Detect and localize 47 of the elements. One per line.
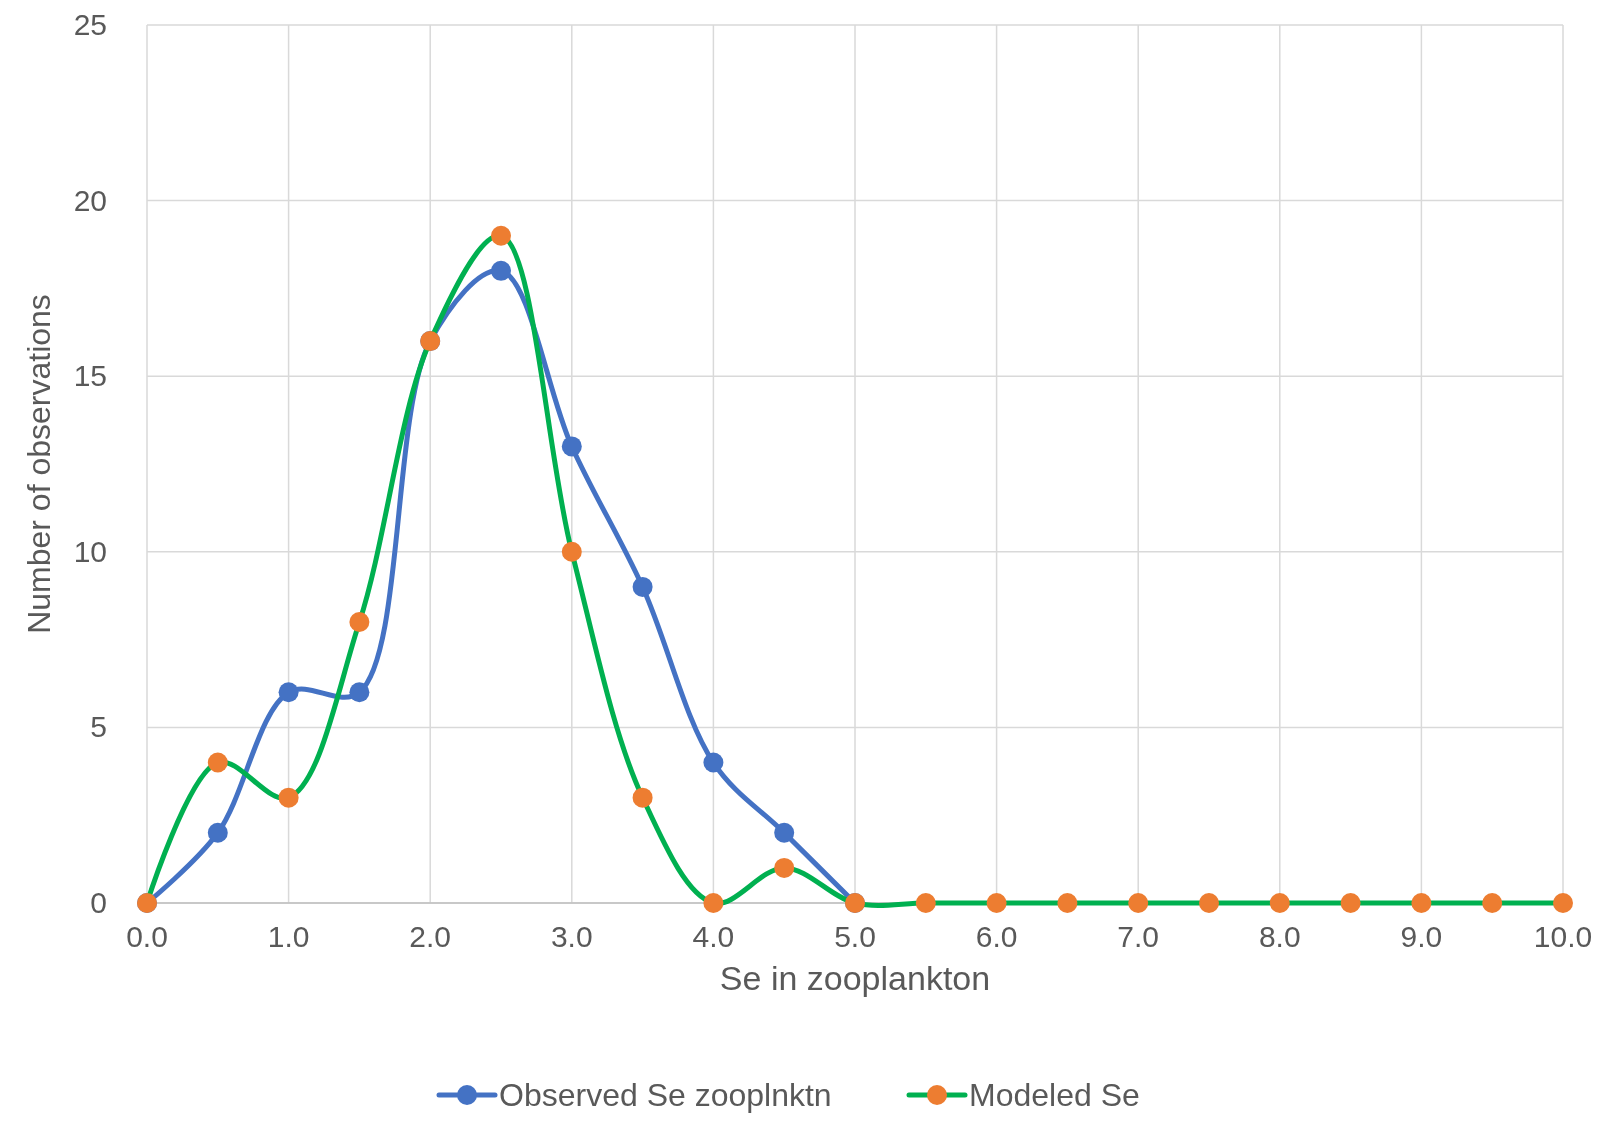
point xyxy=(561,436,582,457)
x-tick-label: 7.0 xyxy=(1117,920,1160,953)
point xyxy=(278,682,299,703)
x-tick-label: 5.0 xyxy=(834,920,876,953)
point xyxy=(1269,893,1290,913)
y-tick-label: 20 xyxy=(73,183,107,217)
point xyxy=(561,541,582,562)
x-tick-label: 3.0 xyxy=(550,920,593,953)
point xyxy=(703,752,724,773)
point xyxy=(1553,893,1573,913)
point xyxy=(774,857,795,878)
point xyxy=(1340,893,1361,913)
point xyxy=(278,787,299,808)
point xyxy=(491,225,511,246)
point xyxy=(632,787,653,808)
point xyxy=(915,893,936,913)
point xyxy=(1411,893,1432,913)
x-axis-title: Se in zooplankton xyxy=(719,959,991,997)
y-tick-label: 5 xyxy=(90,710,107,744)
point xyxy=(349,612,370,633)
x-tick-label: 4.0 xyxy=(692,920,735,953)
point xyxy=(1057,893,1078,913)
x-tick-label: 1.0 xyxy=(267,920,310,953)
point xyxy=(1199,893,1219,913)
point xyxy=(986,893,1007,913)
x-tick-label: 6.0 xyxy=(975,920,1018,953)
point xyxy=(1482,893,1503,913)
y-tick-label: 25 xyxy=(73,8,107,41)
y-tick-label: 0 xyxy=(90,886,107,919)
point xyxy=(491,260,511,281)
x-tick-label: 10.0 xyxy=(1533,920,1593,953)
y-tick-label: 10 xyxy=(73,534,107,568)
point xyxy=(349,682,370,703)
point xyxy=(207,752,228,773)
point xyxy=(774,822,795,843)
legend-label: Observed Se zooplnktn xyxy=(499,1077,832,1113)
y-axis-title: Number of observations xyxy=(21,294,57,634)
x-tick-label: 8.0 xyxy=(1258,920,1301,953)
point xyxy=(207,822,228,843)
y-tick-label: 15 xyxy=(73,359,107,393)
point xyxy=(632,576,653,597)
x-tick-label: 0.0 xyxy=(126,920,168,953)
x-tick-label: 9.0 xyxy=(1400,920,1443,953)
x-tick-label: 2.0 xyxy=(409,920,452,953)
point xyxy=(1128,893,1149,913)
legend-label: Modeled Se xyxy=(969,1077,1140,1113)
point xyxy=(703,893,724,913)
